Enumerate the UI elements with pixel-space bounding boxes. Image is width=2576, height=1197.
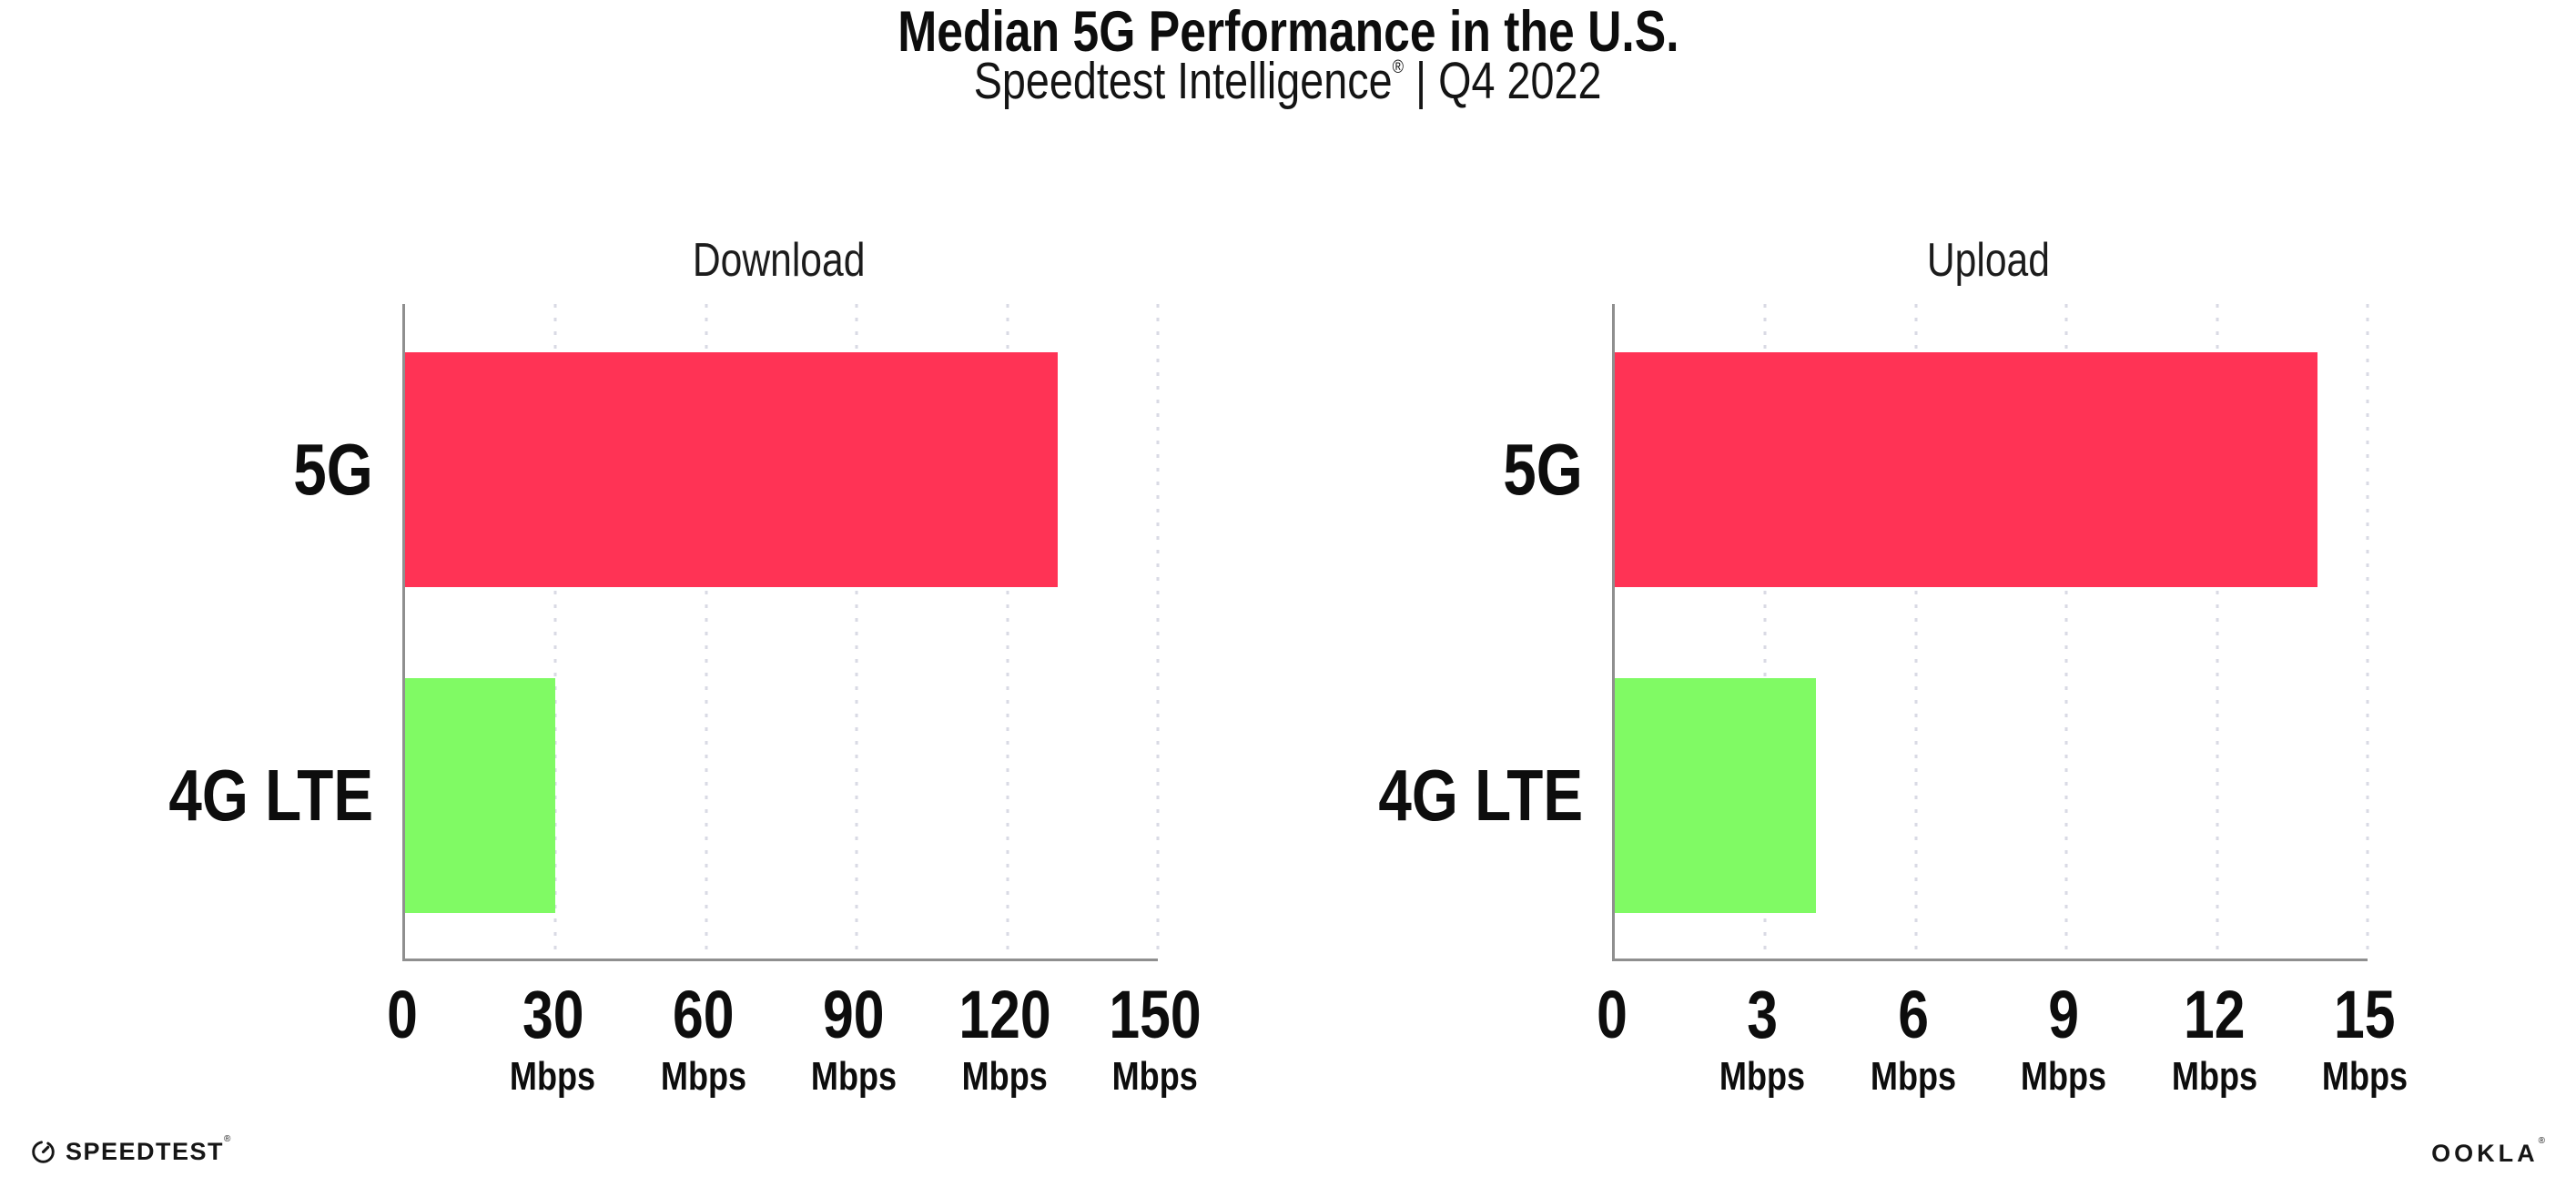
download-category-labels: 5G 4G LTE <box>64 304 373 959</box>
download-x-axis-ticks: 0 30 Mbps 60 Mbps 90 Mbps 120 Mbps 150 Mbps <box>387 977 1201 1127</box>
gridline-120 <box>1006 304 1009 959</box>
download-plot-area <box>402 304 1160 961</box>
speedtest-registered-mark-icon: ® <box>224 1134 232 1144</box>
ookla-registered-mark-icon: ® <box>2538 1136 2549 1146</box>
category-label-4g-lte: 4G LTE <box>1378 755 1583 837</box>
download-bar-4g-lte <box>405 678 556 914</box>
category-label-5g: 5G <box>1503 428 1583 510</box>
x-tick-0: 0 <box>387 977 418 1052</box>
ookla-wordmark: OOKLA <box>2431 1140 2539 1167</box>
upload-chart: Upload 5G 4G LTE 0 3 Mbps 6 Mbps 9 Mbps 12 Mbps 15… <box>1378 226 2408 1136</box>
category-label-4g-lte: 4G LTE <box>168 755 373 837</box>
x-tick-12: 12 Mbps <box>2171 977 2257 1099</box>
upload-x-axis-ticks: 0 3 Mbps 6 Mbps 9 Mbps 12 Mbps 15 Mbps <box>1597 977 2408 1127</box>
subtitle-brand: Speedtest Intelligence <box>974 52 1394 110</box>
upload-plot-area <box>1612 304 2369 961</box>
download-chart: Download 5G 4G LTE 0 30 Mbps 60 Mbps 90 Mbps 120… <box>168 226 1201 1136</box>
page-subtitle: Speedtest Intelligence® | Q4 2022 <box>0 52 2576 110</box>
page-title-text: Median 5G Performance in the U.S. <box>897 0 1679 64</box>
gridline-90 <box>855 304 858 959</box>
category-label-5g: 5G <box>293 428 373 510</box>
speedtest-gauge-icon <box>31 1140 56 1164</box>
upload-bar-4g-lte <box>1615 678 1816 914</box>
gridline-30 <box>553 304 557 959</box>
download-bar-5g <box>405 351 1058 587</box>
gridline-15 <box>2366 304 2369 959</box>
x-tick-60: 60 Mbps <box>660 977 746 1099</box>
x-tick-3: 3 Mbps <box>1719 977 1806 1099</box>
x-tick-150: 150 Mbps <box>1109 977 1202 1099</box>
gridline-9 <box>2064 304 2068 959</box>
gridline-60 <box>705 304 708 959</box>
x-tick-15: 15 Mbps <box>2321 977 2409 1099</box>
gridline-150 <box>1156 304 1160 959</box>
gridline-12 <box>2216 304 2219 959</box>
ookla-logo: OOKLA® <box>2431 1136 2549 1168</box>
x-tick-30: 30 Mbps <box>510 977 596 1099</box>
x-tick-90: 90 Mbps <box>811 977 898 1099</box>
x-tick-9: 9 Mbps <box>2021 977 2107 1099</box>
upload-chart-title: Upload <box>1926 234 2051 287</box>
page-title: Median 5G Performance in the U.S. <box>0 2 2576 62</box>
speedtest-logo: SPEEDTEST® <box>31 1134 232 1166</box>
upload-category-labels: 5G 4G LTE <box>1273 304 1583 959</box>
registered-mark-icon: ® <box>1393 56 1405 77</box>
download-chart-title: Download <box>692 234 866 287</box>
upload-bar-5g <box>1615 351 2317 587</box>
gridline-6 <box>1914 304 1918 959</box>
speedtest-wordmark: SPEEDTEST® <box>66 1134 232 1165</box>
subtitle-period: | Q4 2022 <box>1404 52 1602 110</box>
x-tick-120: 120 Mbps <box>958 977 1051 1099</box>
x-tick-6: 6 Mbps <box>1870 977 1956 1099</box>
x-tick-0: 0 <box>1597 977 1628 1052</box>
gridline-3 <box>1763 304 1767 959</box>
